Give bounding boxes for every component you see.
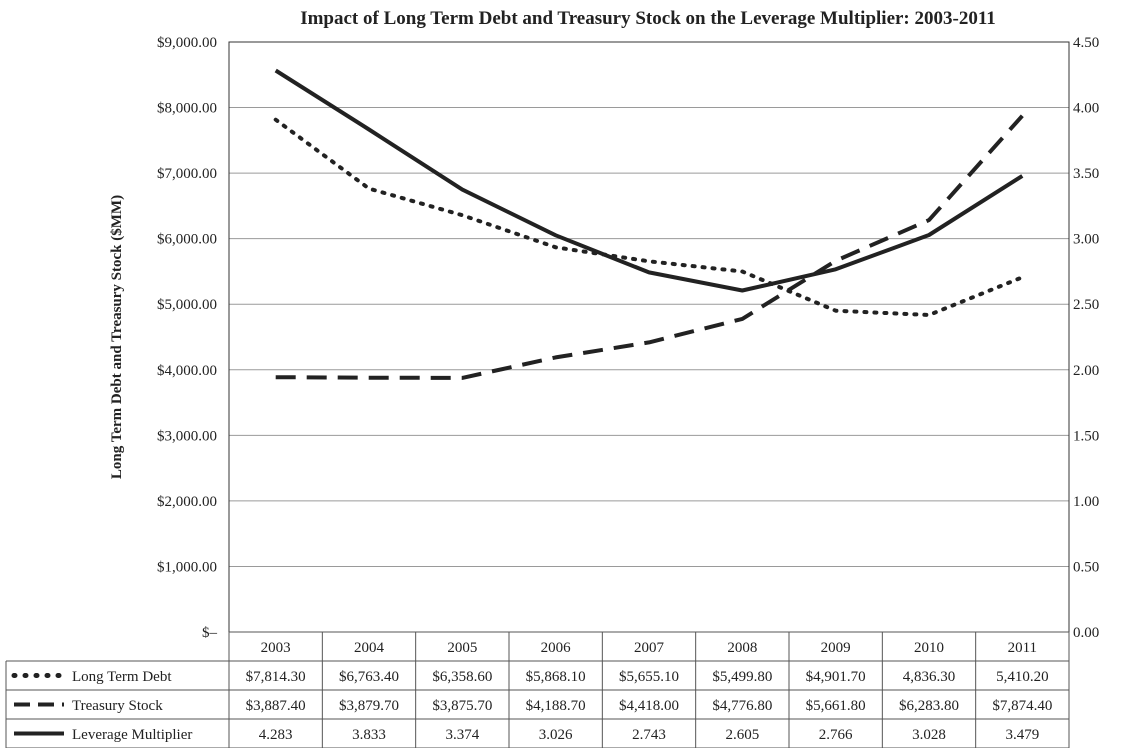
data-label: $6,358.60 bbox=[432, 669, 492, 685]
data-label: $4,901.70 bbox=[806, 669, 866, 685]
y2-axis: 0.00 0.50 1.00 1.50 2.00 2.50 3.00 3.50 4.00 4.50 bbox=[1073, 35, 1099, 641]
legend-label: Leverage Multiplier bbox=[72, 727, 192, 743]
data-label: 4.283 bbox=[259, 727, 293, 743]
data-label: 2.605 bbox=[725, 727, 759, 743]
data-label: $3,887.40 bbox=[246, 698, 306, 714]
y2-tick-label: 4.00 bbox=[1073, 101, 1099, 117]
data-label: 2.743 bbox=[632, 727, 666, 743]
data-label: 3.028 bbox=[912, 727, 946, 743]
x-tick-label: 2003 bbox=[261, 640, 291, 656]
x-tick-label: 2005 bbox=[447, 640, 477, 656]
data-label: $7,874.40 bbox=[992, 698, 1052, 714]
y2-tick-label: 1.00 bbox=[1073, 494, 1099, 510]
y-axis: $– $1,000.00 $2,000.00 $3,000.00 $4,000.00 $5… bbox=[157, 35, 218, 641]
x-tick-label: 2011 bbox=[1008, 640, 1037, 656]
y-axis-label: Long Term Debt and Treasury Stock ($MM) bbox=[109, 195, 125, 479]
data-label: $4,188.70 bbox=[526, 698, 586, 714]
x-tick-label: 2006 bbox=[541, 640, 572, 656]
data-label: 4,836.30 bbox=[903, 669, 956, 685]
y2-tick-label: 1.50 bbox=[1073, 428, 1099, 444]
data-label: $6,763.40 bbox=[339, 669, 399, 685]
y-tick-label: $2,000.00 bbox=[157, 494, 217, 510]
y2-tick-label: 4.50 bbox=[1073, 35, 1099, 51]
data-label: $5,499.80 bbox=[712, 669, 772, 685]
y2-tick-label: 0.00 bbox=[1073, 625, 1099, 641]
y-tick-label: $1,000.00 bbox=[157, 559, 217, 575]
y-tick-label: $9,000.00 bbox=[157, 35, 217, 51]
x-tick-label: 2007 bbox=[634, 640, 665, 656]
data-label: $3,879.70 bbox=[339, 698, 399, 714]
data-label: $4,776.80 bbox=[712, 698, 772, 714]
y-tick-label: $5,000.00 bbox=[157, 297, 217, 313]
y2-tick-label: 2.50 bbox=[1073, 297, 1099, 313]
plot-frame bbox=[228, 41, 1070, 633]
data-label: 5,410.20 bbox=[996, 669, 1049, 685]
data-label: $5,655.10 bbox=[619, 669, 679, 685]
x-tick-label: 2008 bbox=[727, 640, 757, 656]
data-table: 2003 2004 2005 2006 2007 2008 2009 2010 2011 Long… bbox=[5, 631, 1070, 748]
legend-label: Long Term Debt bbox=[72, 669, 172, 685]
y-tick-label: $3,000.00 bbox=[157, 428, 217, 444]
data-label: 3.479 bbox=[1005, 727, 1039, 743]
y-tick-label: $4,000.00 bbox=[157, 363, 217, 379]
series-line-long-term-debt bbox=[273, 117, 1025, 317]
y-tick-label: $7,000.00 bbox=[157, 166, 217, 182]
y2-tick-label: 3.50 bbox=[1073, 166, 1099, 182]
series-line-leverage-multiplier bbox=[274, 68, 1024, 293]
data-label: $7,814.30 bbox=[246, 669, 306, 685]
y-tick-label: $6,000.00 bbox=[157, 232, 217, 248]
series-lines bbox=[273, 68, 1025, 380]
data-label: $5,661.80 bbox=[806, 698, 866, 714]
data-label: $4,418.00 bbox=[619, 698, 679, 714]
y-tick-label: $8,000.00 bbox=[157, 101, 217, 117]
series-line-treasury-stock bbox=[275, 114, 1024, 380]
x-tick-label: 2009 bbox=[821, 640, 851, 656]
y2-tick-label: 2.00 bbox=[1073, 363, 1099, 379]
chart-title: Impact of Long Term Debt and Treasury St… bbox=[300, 8, 996, 29]
y2-tick-label: 3.00 bbox=[1073, 232, 1099, 248]
data-label: 3.026 bbox=[539, 727, 573, 743]
x-tick-label: 2004 bbox=[354, 640, 385, 656]
y2-tick-label: 0.50 bbox=[1073, 559, 1099, 575]
data-label: $5,868.10 bbox=[526, 669, 586, 685]
data-label: $3,875.70 bbox=[432, 698, 492, 714]
data-label: 3.833 bbox=[352, 727, 386, 743]
y-tick-label: $– bbox=[202, 625, 218, 641]
legend-label: Treasury Stock bbox=[72, 698, 163, 714]
data-label: 2.766 bbox=[819, 727, 853, 743]
grid-lines bbox=[229, 107, 1069, 567]
data-label: $6,283.80 bbox=[899, 698, 959, 714]
data-label: 3.374 bbox=[445, 727, 479, 743]
x-tick-label: 2010 bbox=[914, 640, 944, 656]
